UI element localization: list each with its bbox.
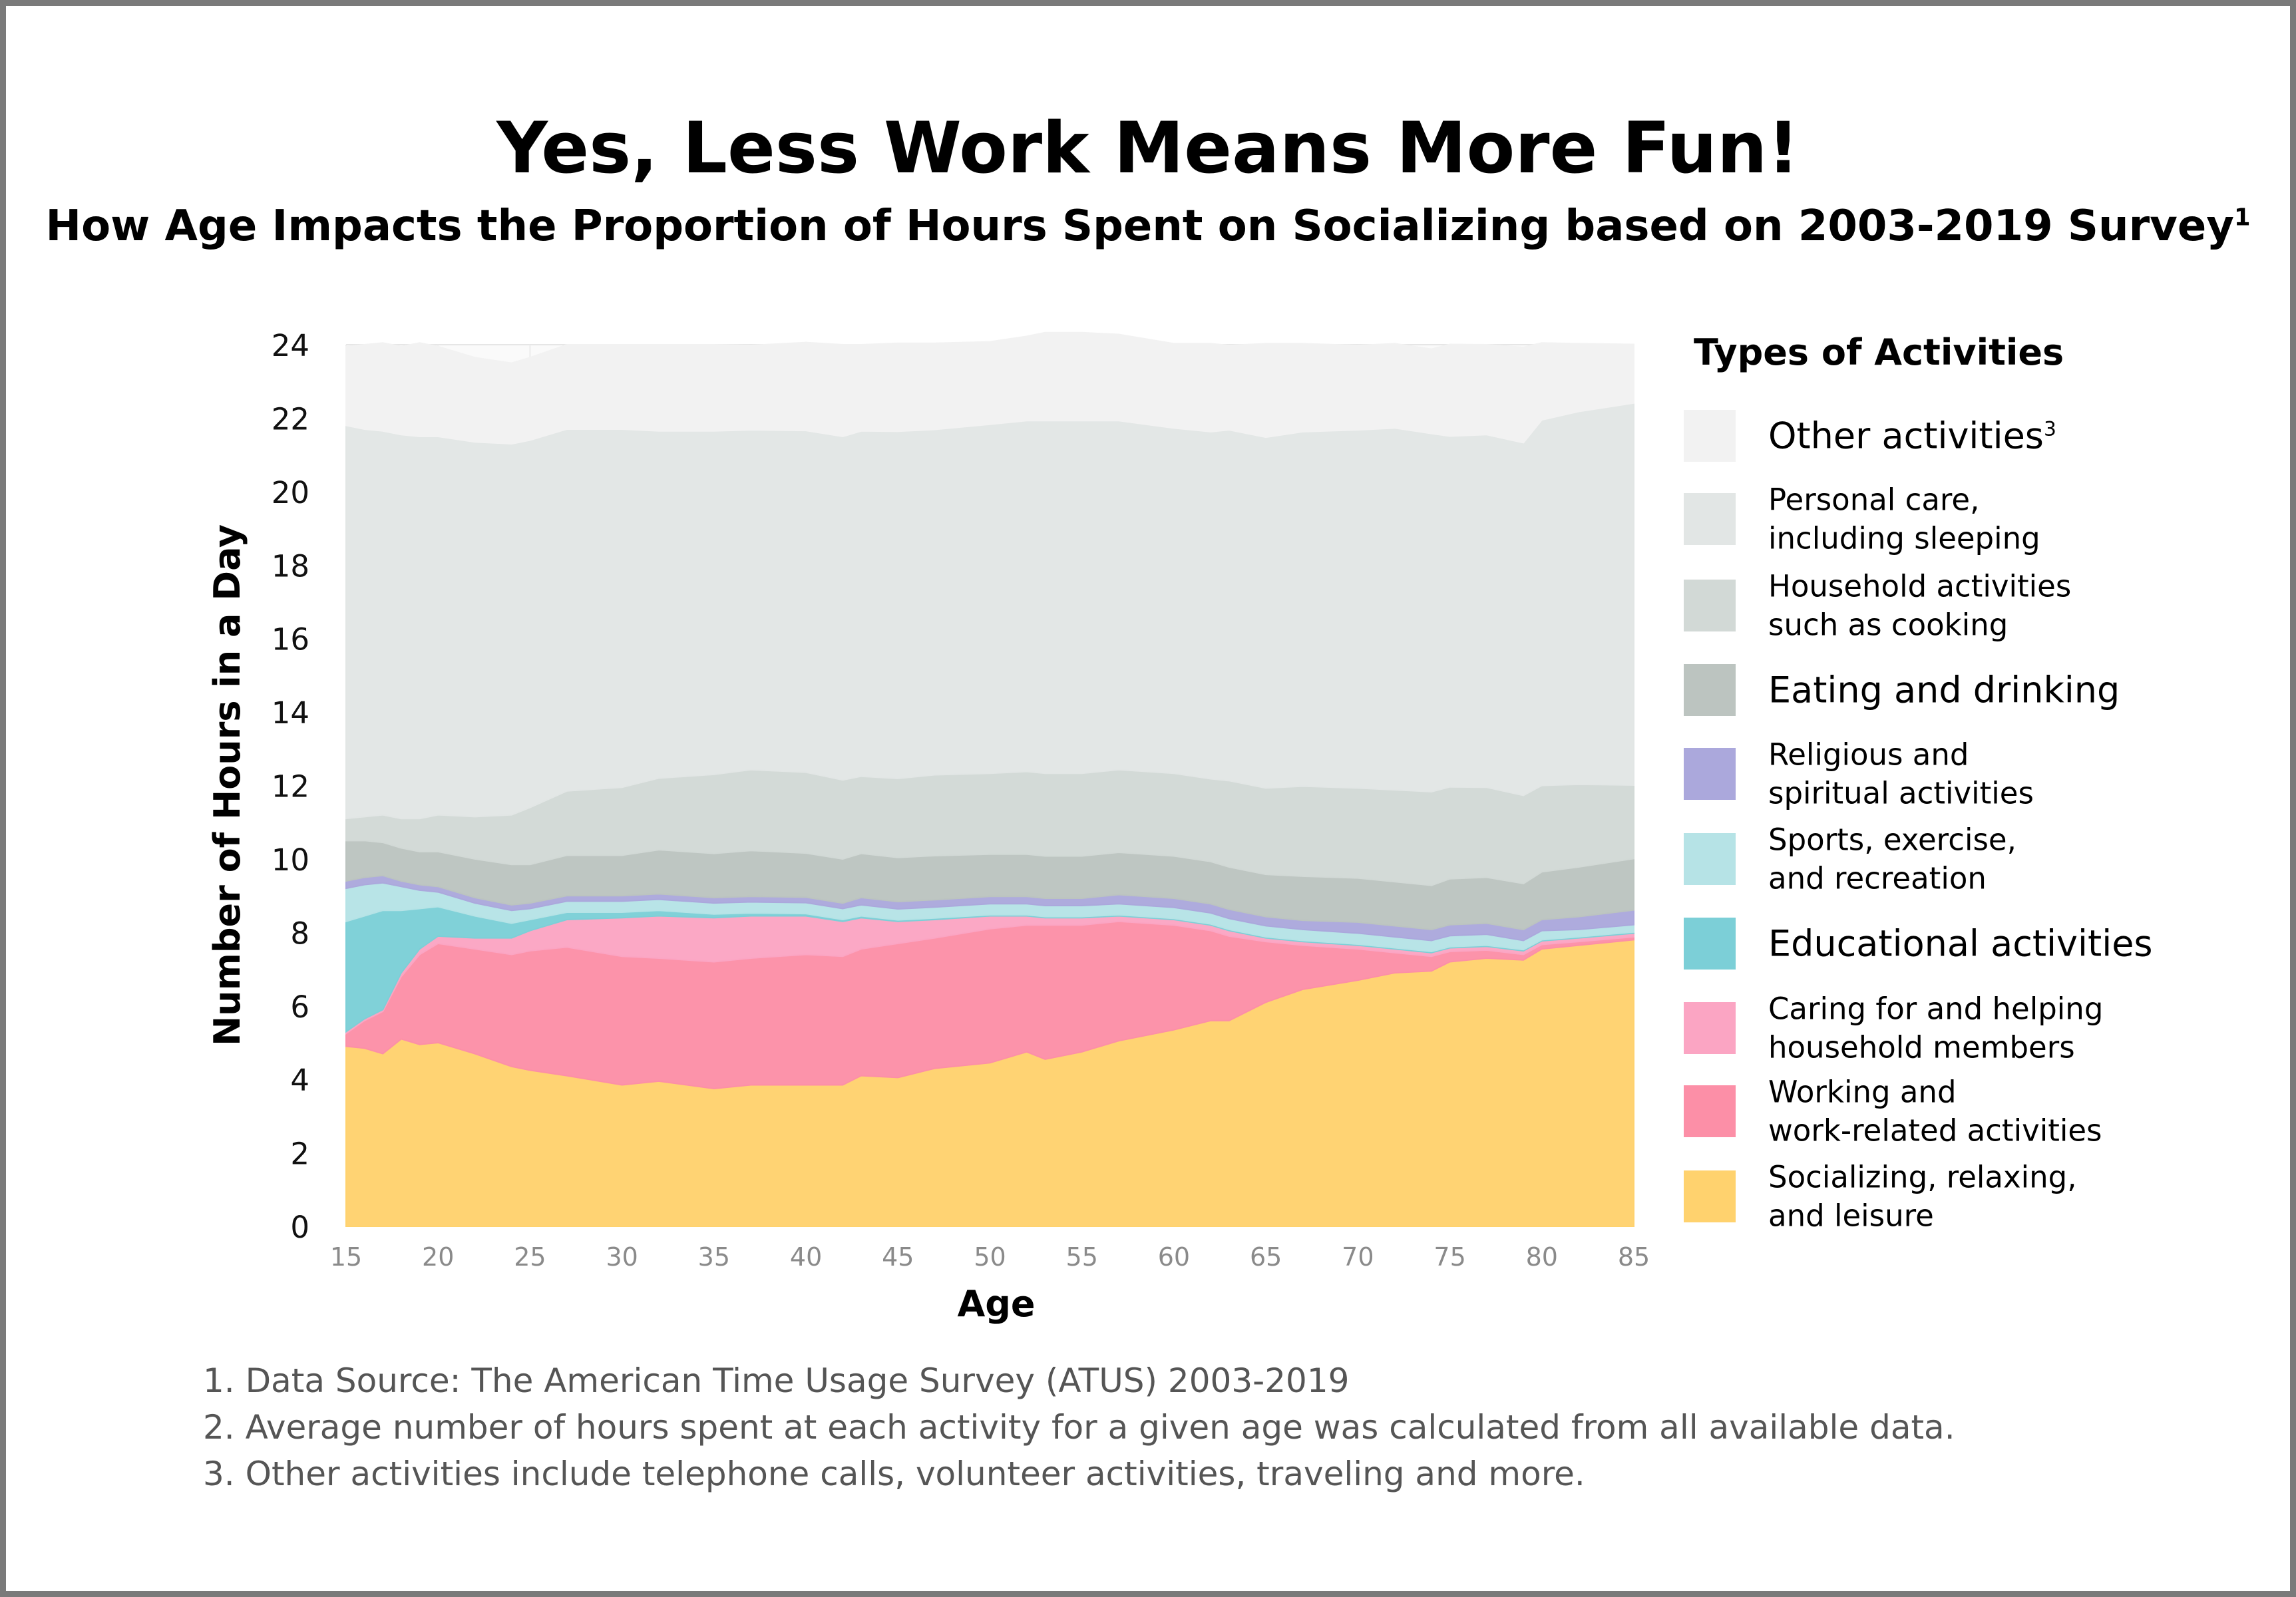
x-tick-label: 75 (1434, 1242, 1465, 1272)
legend-swatch (1684, 1085, 1736, 1137)
legend-swatch (1684, 664, 1736, 716)
legend-swatch (1684, 410, 1736, 462)
legend-label-text: Religious and spiritual activities (1768, 737, 2034, 810)
legend-item: Sports, exercise, and recreation (1684, 822, 2269, 896)
y-tick-label: 16 (272, 622, 309, 657)
footnote-3: 3. Other activities include telephone ca… (203, 1455, 1585, 1493)
legend-label-text: Socializing, relaxing, and leisure (1768, 1159, 2077, 1233)
y-tick-label: 8 (290, 916, 309, 951)
y-tick-label: 18 (272, 548, 309, 584)
legend-item: Household activities such as cooking (1684, 567, 2269, 643)
footnote-1: 1. Data Source: The American Time Usage … (203, 1361, 1350, 1400)
legend-title: Types of Activities (1694, 331, 2064, 373)
x-tick-label: 50 (974, 1242, 1006, 1272)
area-series (345, 331, 1634, 1227)
area-personal-care-including-sleeping (345, 402, 1634, 820)
legend-swatch (1684, 918, 1736, 970)
legend-item: Personal care, including sleeping (1684, 482, 2269, 556)
x-tick-label: 25 (514, 1242, 546, 1272)
y-tick-label: 22 (272, 401, 309, 437)
legend-label-text: Educational activities (1768, 922, 2153, 965)
y-axis-label: Number of Hours in a Day (206, 524, 248, 1046)
area-other-activities (345, 331, 1634, 445)
y-tick-label: 20 (272, 475, 309, 510)
legend-label: Household activities such as cooking (1768, 567, 2071, 643)
y-tick-label: 14 (272, 695, 309, 731)
legend-item: Working and work-related activities (1684, 1073, 2269, 1149)
legend-label-text: Sports, exercise, and recreation (1768, 822, 2016, 896)
x-tick-label: 60 (1158, 1242, 1190, 1272)
y-tick-label: 0 (290, 1210, 309, 1245)
legend-label: Religious and spiritual activities (1768, 735, 2034, 812)
legend-item: Caring for and helping household members (1684, 991, 2269, 1065)
legend-swatch (1684, 748, 1736, 800)
legend-swatch (1684, 833, 1736, 885)
x-tick-label: 35 (698, 1242, 730, 1272)
footnote-2: 2. Average number of hours spent at each… (203, 1408, 1955, 1447)
x-axis-label: Age (957, 1283, 1035, 1325)
y-tick-label: 6 (290, 989, 309, 1025)
legend-item: Eating and drinking (1684, 653, 2269, 727)
legend-label: Sports, exercise, and recreation (1768, 820, 2016, 897)
y-tick-label: 12 (272, 769, 309, 804)
legend-label: Other activities3 (1768, 413, 2056, 458)
subtitle-footnote-marker: 1 (2233, 204, 2251, 232)
x-tick-label: 45 (882, 1242, 914, 1272)
legend-swatch (1684, 1170, 1736, 1222)
x-tick-label: 80 (1526, 1242, 1558, 1272)
footnotes: 1. Data Source: The American Time Usage … (203, 1357, 1955, 1497)
legend-swatch (1684, 580, 1736, 631)
x-tick-label: 65 (1250, 1242, 1282, 1272)
x-tick-label: 70 (1342, 1242, 1374, 1272)
legend-item: Educational activities (1684, 907, 2269, 980)
chart-title: Yes, Less Work Means More Fun! (496, 107, 1800, 189)
x-tick-label: 55 (1066, 1242, 1098, 1272)
legend-label-text: Household activities such as cooking (1768, 568, 2072, 642)
y-tick-label: 10 (272, 842, 309, 878)
legend-swatch (1684, 493, 1736, 545)
chart-subtitle: How Age Impacts the Proportion of Hours … (45, 202, 2251, 251)
legend-label: Caring for and helping household members (1768, 989, 2103, 1066)
x-tick-label: 20 (422, 1242, 454, 1272)
legend-label-text: Working and work-related activities (1768, 1074, 2102, 1148)
y-tick-label: 4 (290, 1063, 309, 1098)
x-tick-label: 30 (606, 1242, 638, 1272)
y-tick-label: 2 (290, 1137, 309, 1172)
legend-label: Personal care, including sleeping (1768, 480, 2040, 557)
legend-label-text: Other activities (1768, 415, 2044, 457)
legend-footnote-marker: 3 (2043, 417, 2056, 441)
legend-label: Working and work-related activities (1768, 1073, 2102, 1149)
legend-swatch (1684, 1002, 1736, 1054)
legend-item: Socializing, relaxing, and leisure (1684, 1158, 2269, 1234)
y-tick-label: 24 (272, 328, 309, 363)
legend-label: Eating and drinking (1768, 667, 2120, 713)
legend-label-text: Caring for and helping household members (1768, 991, 2104, 1065)
x-tick-label: 40 (790, 1242, 822, 1272)
legend-label: Socializing, relaxing, and leisure (1768, 1158, 2077, 1234)
legend-item: Religious and spiritual activities (1684, 737, 2269, 810)
legend-label-text: Personal care, including sleeping (1768, 482, 2040, 556)
x-tick-label: 85 (1618, 1242, 1650, 1272)
legend-item: Other activities3 (1684, 399, 2269, 472)
legend-label: Educational activities (1768, 920, 2153, 966)
legend-label-text: Eating and drinking (1768, 669, 2120, 711)
x-tick-label: 15 (330, 1242, 362, 1272)
